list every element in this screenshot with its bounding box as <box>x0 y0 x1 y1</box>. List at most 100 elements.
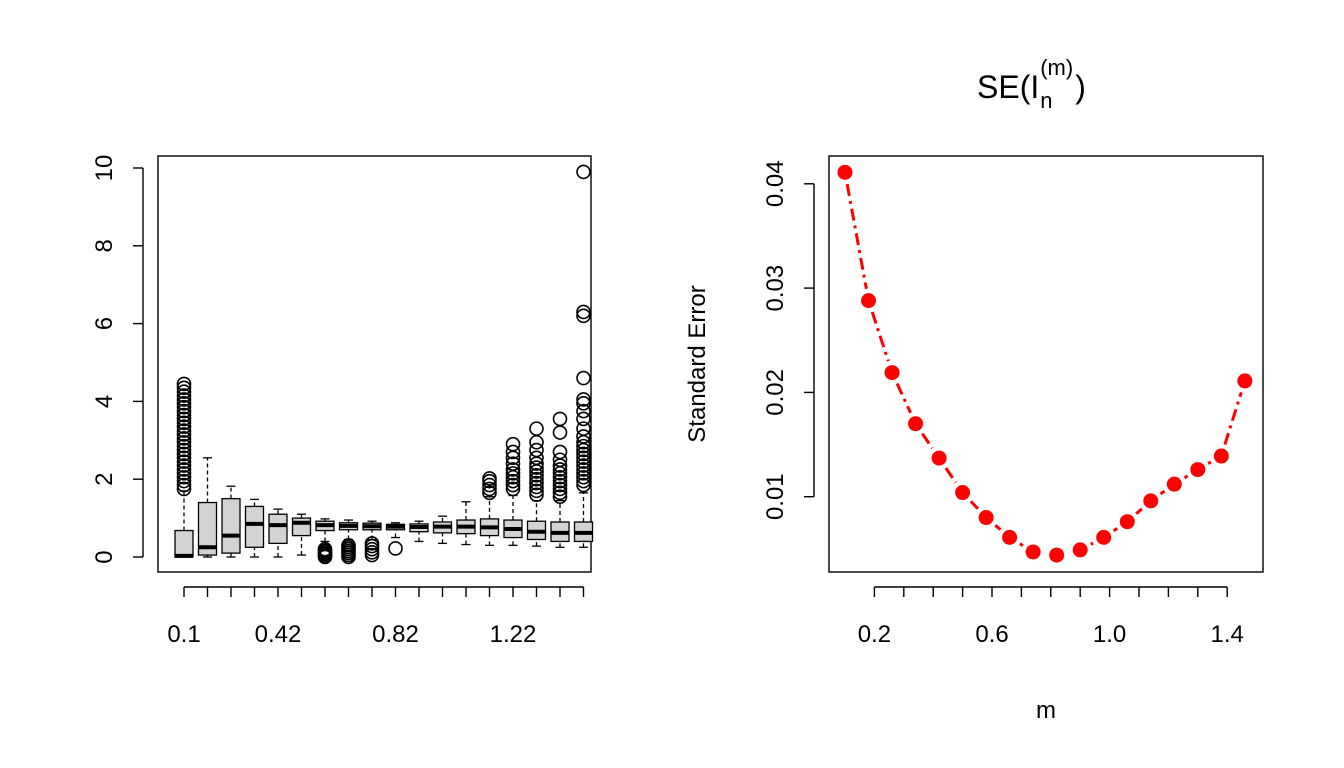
box-outlier <box>576 392 591 407</box>
se-line-segment <box>870 311 890 362</box>
se-x-tick-label: 1.4 <box>1211 621 1244 648</box>
se-point <box>1213 448 1229 464</box>
box-outlier <box>529 460 544 475</box>
boxplot-y-tick-label: 4 <box>91 395 118 408</box>
boxplot-panel: 0 2 4 6 8 10 0.1 0.42 0.82 1.22 <box>91 155 594 648</box>
se-x-axis-label: m <box>1036 697 1056 724</box>
box-body <box>291 517 312 537</box>
box-outlier <box>576 438 591 454</box>
box-outlier <box>364 536 380 551</box>
box-outlier <box>176 388 192 403</box>
box-outlier <box>576 403 591 419</box>
box-outlier <box>529 450 544 466</box>
box-outlier <box>576 469 591 485</box>
box-outlier <box>505 436 521 452</box>
se-title-subscript: n <box>1040 88 1052 113</box>
box-outlier <box>529 434 544 450</box>
box <box>573 164 594 548</box>
box-outlier <box>176 434 192 450</box>
se-line-segment <box>994 524 1002 531</box>
box-outlier <box>176 399 192 415</box>
box-outlier <box>552 462 568 477</box>
box-outlier <box>576 466 591 481</box>
boxplot-y-tick-label: 6 <box>91 317 118 330</box>
se-line-segment <box>1183 474 1189 480</box>
box-outlier <box>341 538 356 553</box>
box-outlier <box>176 419 192 434</box>
se-point <box>861 293 877 309</box>
boxplot-y-tick-label: 0 <box>91 550 118 563</box>
box-outlier <box>529 471 544 487</box>
se-line-segment <box>944 467 958 484</box>
box <box>526 421 547 547</box>
box <box>409 520 429 543</box>
box-outlier <box>576 458 591 473</box>
se-y-axis: 0.01 0.02 0.03 0.04 <box>762 160 815 520</box>
se-point <box>1049 547 1065 563</box>
box-outlier <box>176 466 192 481</box>
box-outlier <box>176 477 192 493</box>
se-x-tick-label: 0.6 <box>975 621 1008 648</box>
box-outlier <box>176 380 192 396</box>
box-body <box>244 505 265 548</box>
se-series <box>837 164 1253 563</box>
box-outlier <box>176 384 192 399</box>
box-outlier <box>576 308 591 324</box>
box-outlier <box>317 541 333 557</box>
se-point <box>884 365 900 381</box>
box-outlier <box>529 468 544 483</box>
box-outlier <box>505 473 521 489</box>
box-body <box>174 529 194 558</box>
se-line-segment <box>895 382 912 414</box>
box-outlier <box>176 407 192 423</box>
box-outlier <box>576 396 591 411</box>
box-outlier <box>482 477 497 493</box>
box-outlier <box>505 444 521 460</box>
se-line-segment <box>1090 541 1094 546</box>
box-body <box>268 513 288 545</box>
box-outlier <box>176 403 192 419</box>
box-outlier <box>576 462 591 477</box>
se-point <box>978 510 994 526</box>
box-outlier <box>176 481 192 497</box>
se-point <box>908 416 924 432</box>
boxplot-y-tick-label: 10 <box>91 155 118 182</box>
box <box>291 513 312 556</box>
se-title-superscript: (m) <box>1040 55 1073 80</box>
box-outlier <box>176 431 192 446</box>
se-line-segment <box>1207 460 1212 465</box>
box <box>338 519 359 565</box>
se-y-tick-label: 0.02 <box>762 369 789 416</box>
se-point <box>1237 373 1253 389</box>
box-outlier <box>482 471 497 486</box>
box-outlier <box>552 481 568 497</box>
box-outlier <box>529 475 544 491</box>
se-point <box>1190 462 1206 478</box>
box-outlier <box>576 164 591 180</box>
se-x-tick-label: 1.0 <box>1093 621 1126 648</box>
box-outlier <box>176 446 192 462</box>
box-outlier <box>576 450 591 466</box>
se-x-tick-label: 0.2 <box>858 621 891 648</box>
box <box>503 436 523 546</box>
box-outlier <box>576 446 591 462</box>
se-line-segment <box>845 183 868 290</box>
box <box>174 376 194 558</box>
se-frame <box>828 155 1264 573</box>
box-outlier <box>576 429 591 444</box>
se-point <box>1119 514 1135 530</box>
box <box>244 498 265 558</box>
boxplot-x-tick-label: 1.22 <box>490 621 537 648</box>
boxplot-x-tick-label: 0.1 <box>167 621 200 648</box>
se-line-segment <box>921 432 934 450</box>
box-outlier <box>552 485 568 501</box>
box-outlier <box>176 450 192 466</box>
box <box>315 518 335 565</box>
box-outlier <box>552 469 568 485</box>
box-outlier <box>176 392 192 407</box>
se-y-tick-label: 0.03 <box>762 265 789 312</box>
boxplot-y-tick-label: 2 <box>91 473 118 486</box>
se-title-base: SE(I <box>977 69 1039 105</box>
se-y-tick-label: 0.04 <box>762 160 789 207</box>
box-body <box>221 497 241 554</box>
